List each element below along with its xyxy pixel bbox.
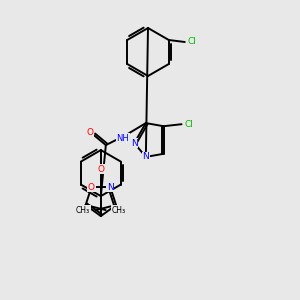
Text: O: O — [88, 183, 95, 192]
Text: N: N — [107, 183, 114, 192]
Text: Cl: Cl — [184, 120, 193, 129]
Text: NH: NH — [116, 134, 129, 142]
Text: Cl: Cl — [187, 38, 196, 46]
Text: CH₃: CH₃ — [76, 206, 90, 214]
Text: CH₃: CH₃ — [112, 206, 126, 214]
Text: N: N — [142, 152, 149, 161]
Text: N: N — [131, 139, 138, 148]
Text: O: O — [86, 128, 93, 136]
Text: O: O — [97, 165, 104, 174]
